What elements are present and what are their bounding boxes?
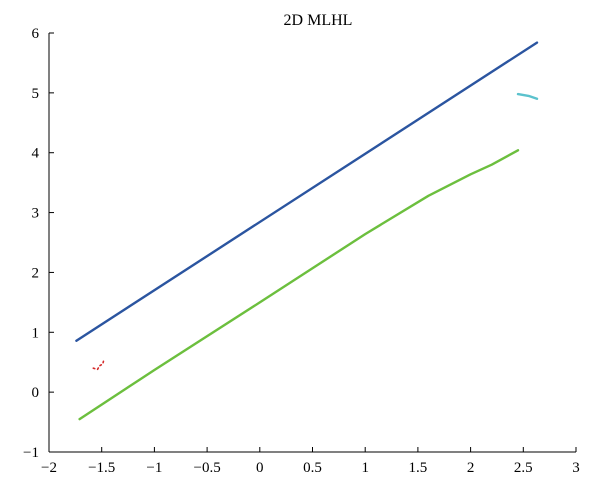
y-tick-label: 5: [32, 86, 40, 102]
x-tick-label: −1: [146, 460, 162, 476]
y-axis-ticks: −1 0 1 2 3 4 5 6: [23, 26, 54, 461]
x-tick-label: 1.5: [409, 460, 428, 476]
series-line-2: [78, 149, 520, 421]
plot-series-group: [75, 41, 539, 421]
y-tick-label: 6: [32, 26, 40, 42]
series-line-4: [92, 358, 105, 371]
x-tick-label: 0.5: [303, 460, 322, 476]
y-tick-label: 0: [32, 385, 40, 401]
chart-title: 2D MLHL: [284, 12, 353, 29]
y-tick-label: 3: [32, 206, 40, 222]
x-tick-label: −0.5: [193, 460, 220, 476]
series-line-1: [75, 41, 539, 342]
series-line-3: [516, 92, 539, 101]
y-tick-label: 2: [32, 265, 40, 281]
x-tick-label: 1: [361, 460, 369, 476]
y-tick-label: −1: [23, 445, 39, 461]
x-tick-label: 0: [256, 460, 264, 476]
y-tick-label: 1: [32, 325, 40, 341]
x-tick-label: 2.5: [514, 460, 533, 476]
x-tick-label: −2: [41, 460, 57, 476]
y-tick-label: 4: [32, 146, 40, 162]
x-tick-label: 2: [467, 460, 475, 476]
x-tick-label: −1.5: [88, 460, 115, 476]
x-axis-ticks: −2 −1.5 −1 −0.5 0 0.5 1 1.5 2 2.5 3: [41, 447, 580, 476]
x-tick-label: 3: [572, 460, 580, 476]
